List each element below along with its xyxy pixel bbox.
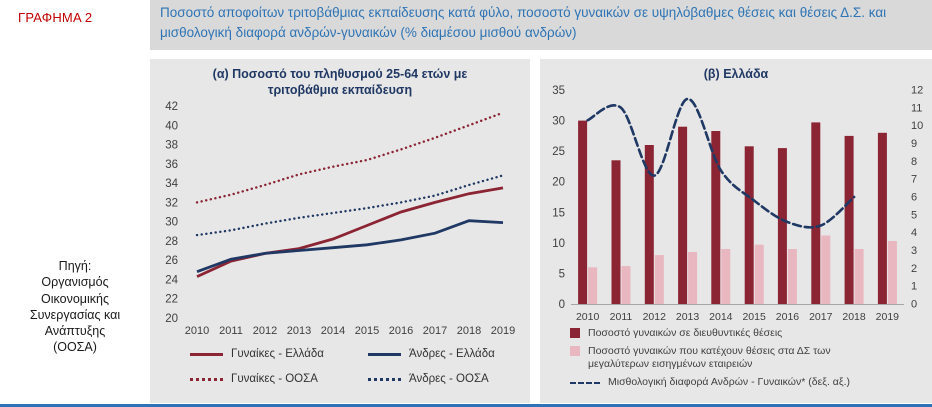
svg-text:2013: 2013 <box>287 325 311 337</box>
legend-item-men-oecd: Άνδρες - ΟΟΣΑ <box>368 373 530 385</box>
svg-text:40: 40 <box>165 120 178 132</box>
legend-label: Γυναίκες - ΟΟΣΑ <box>231 373 318 385</box>
left-margin-column: ΓΡΑΦΗΜΑ 2 Πηγή: Οργανισμός Οικονομικής Συνε… <box>0 0 150 407</box>
legend-item-men-greece: Άνδρες - Ελλάδα <box>368 348 530 360</box>
svg-text:30: 30 <box>165 217 178 229</box>
svg-text:24: 24 <box>165 274 178 286</box>
bottom-divider <box>0 404 932 407</box>
svg-text:5: 5 <box>911 209 917 221</box>
chart-b-legend: Ποσοστό γυναικών σε διευθυντικές θέσεις … <box>570 327 932 390</box>
legend-label: Άνδρες - ΟΟΣΑ <box>409 373 489 385</box>
panel-a-title: (α) Ποσοστό του πληθυσμού 25-64 ετών με … <box>212 66 468 97</box>
svg-text:0: 0 <box>911 298 917 310</box>
svg-text:38: 38 <box>165 140 178 152</box>
svg-text:30: 30 <box>552 115 565 127</box>
svg-text:9: 9 <box>911 138 917 150</box>
svg-text:10: 10 <box>911 120 923 132</box>
charts-row: (α) Ποσοστό του πληθυσμού 25-64 ετών με … <box>150 58 932 403</box>
figure-main: Ποσοστό αποφοίτων τριτοβάθμιας εκπαίδευσ… <box>150 0 932 403</box>
svg-text:34: 34 <box>165 178 178 190</box>
legend-item-women-oecd: Γυναίκες - ΟΟΣΑ <box>190 373 368 385</box>
svg-text:2013: 2013 <box>676 311 700 323</box>
dashed-navy-line-swatch-icon <box>570 382 600 385</box>
svg-text:26: 26 <box>165 255 178 267</box>
dotted-maroon-line-swatch-icon <box>190 377 223 381</box>
svg-text:8: 8 <box>911 156 917 168</box>
legend-label: Ποσοστό γυναικών που κατέχουν θέσεις στα… <box>588 344 831 370</box>
svg-text:2011: 2011 <box>610 311 633 323</box>
svg-text:25: 25 <box>552 146 565 158</box>
svg-text:4: 4 <box>911 227 917 239</box>
svg-text:2: 2 <box>911 263 917 275</box>
svg-text:6: 6 <box>911 191 917 203</box>
svg-text:2014: 2014 <box>321 325 345 337</box>
svg-text:2016: 2016 <box>776 311 800 323</box>
svg-text:15: 15 <box>552 207 565 219</box>
svg-text:2015: 2015 <box>355 325 379 337</box>
svg-text:2019: 2019 <box>876 311 900 323</box>
svg-text:2016: 2016 <box>389 325 413 337</box>
legend-item-women-greece: Γυναίκες - Ελλάδα <box>190 348 368 360</box>
svg-text:2014: 2014 <box>709 311 733 323</box>
svg-text:2018: 2018 <box>457 325 481 337</box>
svg-text:0: 0 <box>559 299 565 311</box>
tertiary-education-line-chart: 20 22 24 26 28 30 32 34 36 38 40 42 2010 2011 2012 2013… <box>165 101 515 337</box>
legend-item-wage-gap: Μισθολογική διαφορά Ανδρών - Γυναικών* (… <box>570 376 932 389</box>
figure-label: ΓΡΑΦΗΜΑ 2 <box>18 10 93 25</box>
panel-tertiary-education: (α) Ποσοστό του πληθυσμού 25-64 ετών με … <box>150 58 530 403</box>
legend-item-managerial-positions: Ποσοστό γυναικών σε διευθυντικές θέσεις <box>570 327 932 340</box>
svg-text:3: 3 <box>911 245 917 257</box>
svg-text:36: 36 <box>165 159 178 171</box>
svg-text:11: 11 <box>911 102 922 114</box>
svg-text:1: 1 <box>911 280 917 292</box>
legend-label: Γυναίκες - Ελλάδα <box>231 348 324 360</box>
solid-navy-line-swatch-icon <box>368 352 401 356</box>
svg-text:7: 7 <box>911 173 917 185</box>
svg-text:2018: 2018 <box>842 311 866 323</box>
svg-text:10: 10 <box>552 238 565 250</box>
panel-b-title: (β) Ελλάδα <box>703 66 769 81</box>
svg-text:32: 32 <box>165 197 178 209</box>
svg-text:2010: 2010 <box>576 311 600 323</box>
svg-text:42: 42 <box>165 101 178 113</box>
legend-label: Άνδρες - Ελλάδα <box>409 348 495 360</box>
legend-label: Ποσοστό γυναικών σε διευθυντικές θέσεις <box>588 326 783 339</box>
svg-text:20: 20 <box>165 313 178 325</box>
svg-text:2010: 2010 <box>185 325 209 337</box>
source-note: Πηγή: Οργανισμός Οικονομικής Συνεργασίας κα… <box>29 259 121 355</box>
svg-text:22: 22 <box>165 294 178 306</box>
figure-title: Ποσοστό αποφοίτων τριτοβάθμιας εκπαίδευσ… <box>150 0 932 50</box>
svg-text:2017: 2017 <box>809 311 833 323</box>
svg-text:2012: 2012 <box>253 325 277 337</box>
svg-text:2015: 2015 <box>742 311 766 323</box>
panel-greece: (β) Ελλάδα 0 5 10 15 20 25 30 35 0 1 2 3 4 5 6 7 8 9 10 11 1… <box>540 58 932 403</box>
svg-text:12: 12 <box>911 84 923 96</box>
svg-text:2012: 2012 <box>643 311 667 323</box>
maroon-bar-swatch-icon <box>570 327 580 338</box>
svg-text:2019: 2019 <box>491 325 515 337</box>
svg-text:5: 5 <box>559 268 565 280</box>
svg-text:20: 20 <box>552 176 565 188</box>
chart-a-legend: Γυναίκες - Ελλάδα Άνδρες - Ελλάδα Γυναίκ… <box>190 348 530 385</box>
pink-bar-swatch-icon <box>570 345 580 356</box>
legend-item-board-positions: Ποσοστό γυναικών που κατέχουν θέσεις στα… <box>570 345 932 371</box>
dotted-navy-line-swatch-icon <box>368 377 401 381</box>
svg-text:2011: 2011 <box>219 325 243 337</box>
solid-maroon-line-swatch-icon <box>190 352 223 356</box>
svg-text:35: 35 <box>552 85 565 97</box>
svg-text:2017: 2017 <box>423 325 447 337</box>
svg-text:28: 28 <box>165 236 178 248</box>
legend-label: Μισθολογική διαφορά Ανδρών - Γυναικών* (… <box>608 376 850 389</box>
